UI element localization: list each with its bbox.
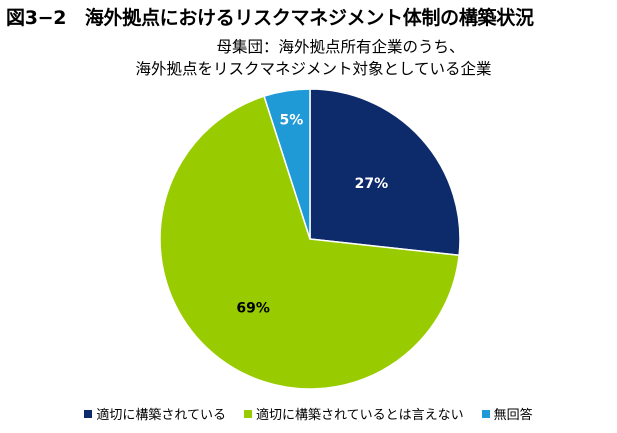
legend-swatch-0 <box>84 409 93 418</box>
chart-title: 図3−2 海外拠点におけるリスクマネジメント体制の構築状況 <box>6 7 534 29</box>
legend-item-2: 無回答 <box>481 404 533 423</box>
legend-item-1: 適切に構築されているとは言えない <box>243 404 464 423</box>
pie-label-1: 69% <box>236 301 270 317</box>
legend-swatch-2 <box>481 409 490 418</box>
legend: 適切に構築されている 適切に構築されているとは言えない 無回答 <box>0 404 617 423</box>
legend-label-2: 無回答 <box>493 408 533 423</box>
pie-slice-1 <box>159 95 460 390</box>
chart-subtitle-line-2: 海外拠点をリスクマネジメント対象としている企業 <box>135 60 492 78</box>
pie-label-2: 5% <box>280 112 304 128</box>
pie-slice-2 <box>263 88 311 240</box>
legend-swatch-1 <box>243 409 252 418</box>
legend-item-0: 適切に構築されている <box>84 404 226 423</box>
legend-label-1: 適切に構築されているとは言えない <box>255 408 464 423</box>
legend-label-0: 適切に構築されている <box>96 408 226 423</box>
pie-slice-0 <box>309 88 461 257</box>
chart-subtitle-line-1: 母集団：海外拠点所有企業のうち、 <box>216 38 465 56</box>
pie-label-0: 27% <box>355 176 389 192</box>
